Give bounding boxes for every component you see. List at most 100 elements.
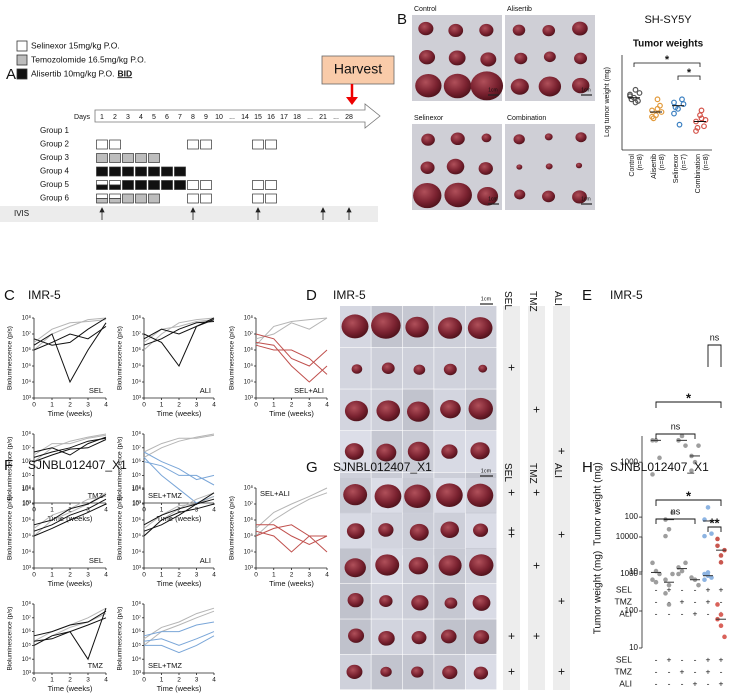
x-tick-label: 3	[307, 402, 311, 409]
data-point	[718, 623, 724, 629]
tumor	[468, 397, 493, 420]
y-tick-label: 10⁷	[22, 331, 31, 338]
data-point	[670, 571, 675, 577]
data-point	[679, 96, 685, 103]
x-tick-label: 2	[68, 572, 72, 579]
treatment-mark: +	[558, 527, 565, 541]
treatment-mark: +	[558, 665, 565, 679]
x-tick-label: 1	[50, 507, 54, 514]
data-point	[692, 459, 698, 465]
y-tick-label: 10⁴	[132, 486, 142, 493]
sign: -	[655, 608, 658, 618]
dose-box	[135, 166, 147, 177]
tumor	[510, 78, 529, 95]
tumor	[514, 52, 528, 65]
legend-label: Alisertib 10mg/kg P.O.	[31, 68, 114, 78]
dose-box	[109, 153, 121, 163]
day-label: 2	[113, 114, 117, 121]
dose-box	[252, 193, 264, 204]
y-tick-label: 10000	[616, 532, 639, 541]
tumor	[437, 317, 463, 339]
day-label: 15	[254, 114, 262, 121]
ivis-arrow	[190, 207, 196, 220]
sign: -	[668, 666, 671, 676]
tumor	[572, 190, 587, 204]
sign: -	[655, 584, 658, 594]
series-line	[255, 333, 328, 367]
series-line	[143, 434, 215, 453]
sig-label: ns	[671, 506, 681, 516]
photo-label: Alisertib	[507, 6, 532, 13]
data-point	[632, 99, 639, 106]
x-tick-label: 2	[68, 677, 72, 684]
data-point	[718, 612, 724, 617]
data-point	[666, 582, 672, 588]
legend-swatch	[16, 54, 28, 66]
series-line	[33, 493, 107, 526]
tumor	[441, 444, 458, 459]
series-line	[33, 317, 107, 346]
series-line	[143, 607, 215, 640]
data-point	[654, 96, 661, 103]
x-tick-label: 3	[307, 572, 311, 579]
dose-box	[187, 180, 199, 190]
y-tick-label: 10³	[22, 396, 31, 402]
data-point	[654, 105, 661, 112]
dose-box	[148, 193, 160, 204]
data-point	[705, 505, 711, 510]
plot-label: ALI	[200, 386, 211, 395]
y-tick-label: 10⁴	[244, 379, 254, 386]
data-point	[722, 634, 727, 640]
sig-label: ns	[671, 421, 681, 431]
tumor	[575, 162, 583, 169]
panel-title: IMR-5	[333, 288, 366, 302]
scale-label: 1cm	[488, 87, 497, 93]
tumor	[479, 23, 494, 37]
x-tick-label: 3	[86, 677, 90, 684]
tumor	[481, 133, 492, 143]
x-axis-label: Time (weeks)	[269, 409, 314, 418]
data-point	[650, 577, 655, 583]
tumor	[344, 400, 368, 422]
series-line	[255, 487, 328, 529]
tumor	[374, 484, 402, 509]
y-tick-label: 10⁶	[22, 458, 32, 465]
data-point	[671, 99, 677, 106]
sig-bracket	[655, 499, 722, 506]
tumor	[376, 443, 397, 462]
tumor	[347, 593, 364, 608]
series-line	[143, 321, 215, 346]
series-line	[33, 437, 107, 458]
series-line	[143, 492, 215, 526]
dose-box	[135, 180, 147, 190]
tumor	[378, 523, 394, 537]
tumor	[512, 24, 526, 36]
y-tick-label: 10⁸	[22, 601, 32, 608]
y-tick-label: 10⁶	[132, 628, 142, 635]
cell-line: SH-SY5Y	[644, 14, 692, 26]
y-tick-label: 10⁸	[244, 315, 254, 322]
sign: +	[667, 654, 672, 664]
day-label: 5	[152, 114, 156, 121]
dose-box	[109, 198, 121, 204]
sign: -	[720, 596, 723, 606]
series-line	[143, 319, 215, 340]
dose-box	[252, 180, 264, 190]
y-tick-label: 10⁷	[244, 501, 253, 508]
column-header: ALI	[552, 291, 563, 306]
data-point	[663, 577, 668, 583]
day-label: 8	[191, 114, 195, 121]
series-line	[143, 631, 215, 646]
column-header: SEL	[502, 463, 513, 482]
data-point	[698, 115, 705, 122]
series-line	[33, 613, 107, 646]
tumor	[411, 666, 424, 678]
y-tick-label: 10³	[132, 671, 141, 677]
data-point	[653, 579, 659, 585]
sign: +	[680, 596, 685, 606]
data-point	[705, 570, 711, 575]
day-label: 9	[204, 114, 208, 121]
day-label: 14	[241, 114, 249, 121]
day-label: 17	[280, 114, 288, 121]
